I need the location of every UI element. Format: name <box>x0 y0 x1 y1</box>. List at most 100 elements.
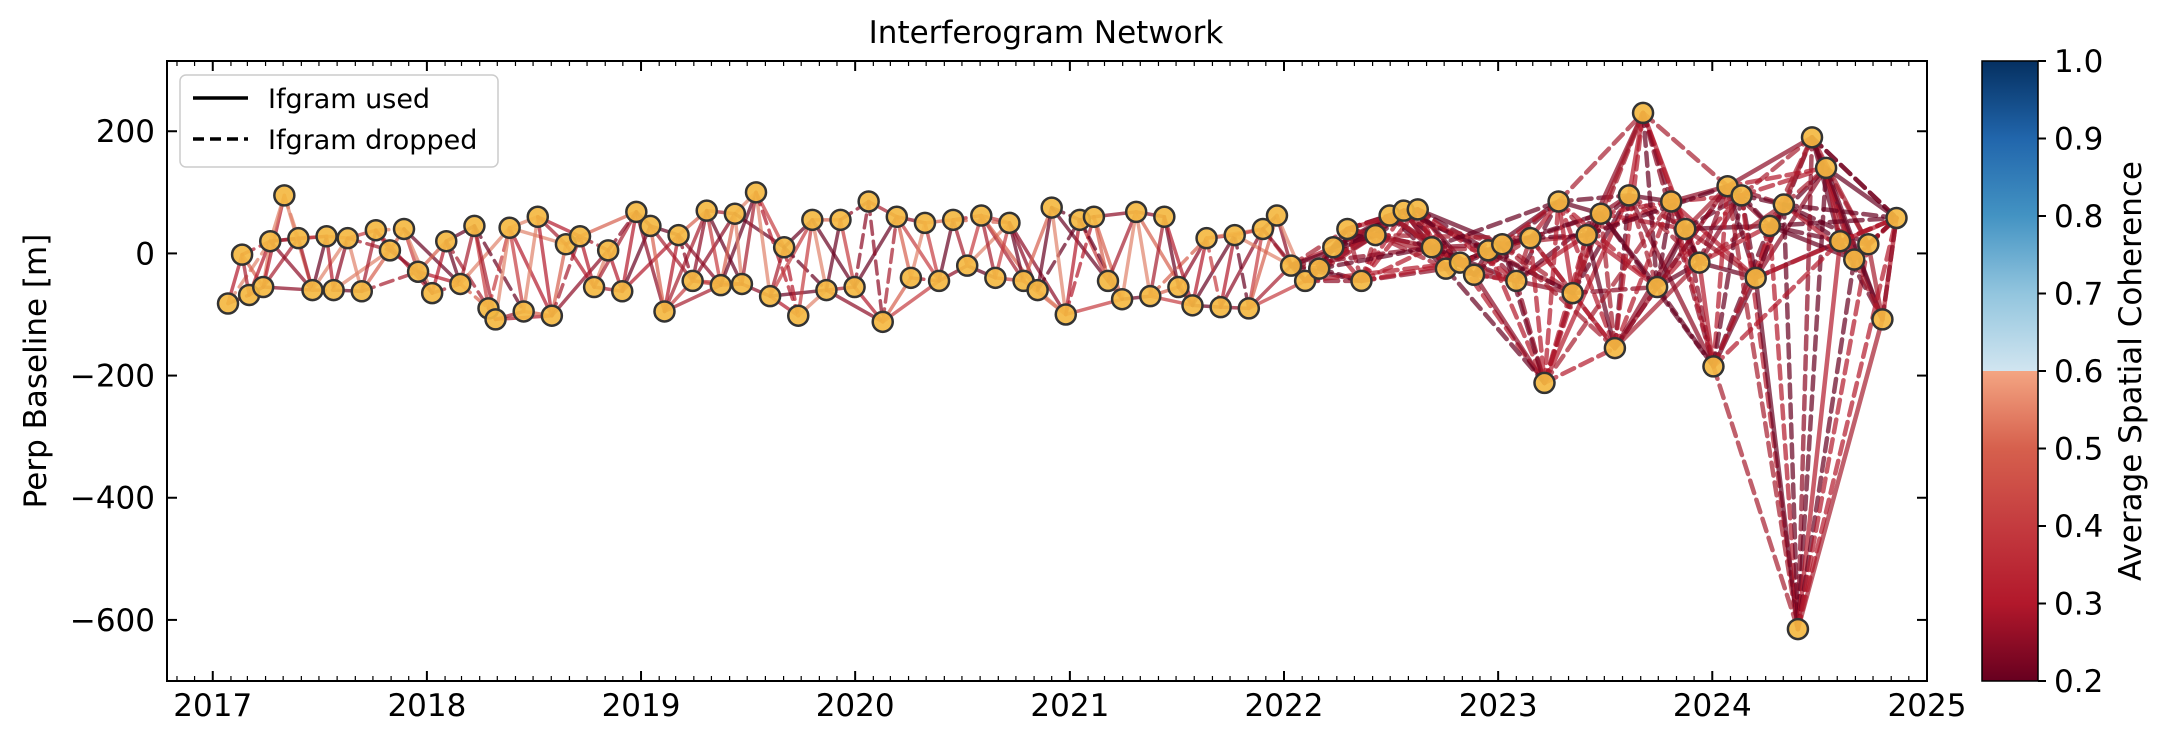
y-tick-label: −600 <box>70 603 155 639</box>
ifgram-dropped-line <box>1556 199 1660 290</box>
y-tick-label: 0 <box>135 236 155 272</box>
acquisition-point <box>1631 101 1655 125</box>
acquisition-point <box>406 260 430 283</box>
ifgram-used-line <box>648 224 667 314</box>
acquisition-point <box>857 190 880 213</box>
ifgram-used-line <box>810 218 829 292</box>
ifgram-dropped-line <box>1640 110 1730 189</box>
acquisition-point <box>1139 284 1162 308</box>
acquisition-point <box>1322 236 1345 259</box>
ifgram-used-line <box>1612 260 1702 351</box>
ifgram-dropped-line <box>1429 199 1561 250</box>
x-tick-label: 2017 <box>173 688 252 724</box>
colorbar-tick-label: 1.0 <box>2054 44 2103 80</box>
x-tick-label: 2019 <box>602 688 681 724</box>
ifgram-dropped-line <box>1514 278 1547 386</box>
ifgram-dropped-line <box>1640 110 1660 290</box>
colorbar-label: Average Spatial Coherence <box>2113 161 2149 581</box>
acquisition-point <box>1293 269 1317 293</box>
ifgram-used-line <box>1725 135 1815 189</box>
colorbar-tick-label: 0.6 <box>2054 354 2103 390</box>
acquisition-point <box>639 214 662 238</box>
ifgram-dropped-line <box>852 199 871 289</box>
x-tick-label: 2023 <box>1459 688 1538 724</box>
acquisition-point <box>1195 226 1218 250</box>
acquisition-point <box>582 275 606 299</box>
axis-ticks: 2017 2018 2019 2020 2021 2022 2023 2024 2025 200 0… <box>70 61 1967 724</box>
interferogram-lines <box>226 110 1899 632</box>
acquisition-point <box>378 239 402 262</box>
ifgram-used-line <box>740 190 758 286</box>
acquisition-point <box>1702 355 1725 378</box>
acquisition-point <box>1096 269 1120 293</box>
y-tick-label: −200 <box>70 359 155 395</box>
acquisition-point <box>1814 156 1838 180</box>
ifgram-dropped-line <box>1598 199 1674 216</box>
acquisition-point <box>392 217 416 241</box>
acquisition-point <box>970 204 993 227</box>
acquisition-point <box>1843 248 1866 271</box>
x-tick-label: 2024 <box>1673 688 1752 724</box>
acquisition-point <box>1265 204 1289 227</box>
acquisition-point <box>420 281 444 305</box>
acquisition-point <box>1659 190 1683 213</box>
ifgram-dropped-line <box>1781 202 1899 221</box>
acquisition-point <box>287 226 310 250</box>
acquisition-point <box>1758 214 1782 238</box>
ifgram-used-line <box>1120 210 1138 301</box>
acquisition-point <box>1237 297 1261 320</box>
ifgram-used-line <box>662 233 681 314</box>
acquisition-point <box>484 308 507 331</box>
ifgram-dropped-line <box>1148 236 1209 298</box>
ifgram-used-line <box>733 211 744 286</box>
ifgram-used-line <box>704 208 744 286</box>
ifgram-used-line <box>1134 210 1153 298</box>
legend: Ifgram used Ifgram dropped <box>179 74 499 168</box>
ifgram-used-line <box>1866 242 1885 322</box>
y-tick-label: −400 <box>70 481 155 517</box>
acquisition-point <box>1786 617 1810 641</box>
acquisition-point <box>1505 269 1528 293</box>
acquisition-point <box>1350 269 1373 293</box>
acquisition-point <box>772 236 796 259</box>
ifgram-dropped-line <box>1556 193 1632 204</box>
ifgram-dropped-line <box>1500 199 1561 247</box>
ifgram-dropped-line <box>1570 284 1660 296</box>
ifgram-dropped-line <box>1781 202 1801 632</box>
acquisition-point <box>730 272 754 296</box>
ifgram-dropped-line <box>1612 183 1730 351</box>
ifgram-dropped-line <box>1528 235 1547 386</box>
acquisition-point <box>787 304 810 327</box>
x-tick-label: 2025 <box>1888 688 1967 724</box>
ifgram-used-line <box>1007 221 1068 317</box>
ifgram-used-line <box>838 218 857 289</box>
acquisition-points <box>216 101 1908 641</box>
acquisition-point <box>1110 287 1134 311</box>
chart-title: Interferogram Network <box>869 15 1224 51</box>
acquisition-point <box>695 199 718 222</box>
acquisition-point <box>1082 205 1106 229</box>
acquisition-point <box>1153 205 1176 229</box>
ifgram-dropped-line <box>782 245 801 318</box>
acquisition-point <box>1279 254 1303 277</box>
ifgram-dropped-line <box>1795 242 1871 632</box>
ifgram-used-line <box>690 208 709 283</box>
plot-frame <box>166 60 1928 682</box>
acquisition-point <box>1124 200 1148 224</box>
acquisition-point <box>512 300 535 323</box>
acquisition-point <box>526 205 550 229</box>
legend-label-used: Ifgram used <box>268 84 430 115</box>
acquisition-point <box>744 181 768 204</box>
ifgram-dropped-line <box>1359 245 1435 284</box>
ifgram-dropped-line <box>1485 248 1547 386</box>
ifgram-dropped-line <box>1683 226 1716 369</box>
acquisition-point <box>1448 251 1472 274</box>
ifgram-used-line <box>824 218 843 292</box>
ifgram-used-line <box>1021 205 1054 283</box>
acquisition-point <box>885 205 909 229</box>
colorbar-ticks: 1.0 0.9 0.8 0.7 0.6 0.5 0.4 0.3 0.2 <box>2038 44 2103 700</box>
acquisition-point <box>216 292 240 315</box>
colorbar-tick-label: 0.4 <box>2054 509 2103 545</box>
ifgram-used-line <box>1697 260 1716 369</box>
acquisition-point <box>1674 217 1697 241</box>
